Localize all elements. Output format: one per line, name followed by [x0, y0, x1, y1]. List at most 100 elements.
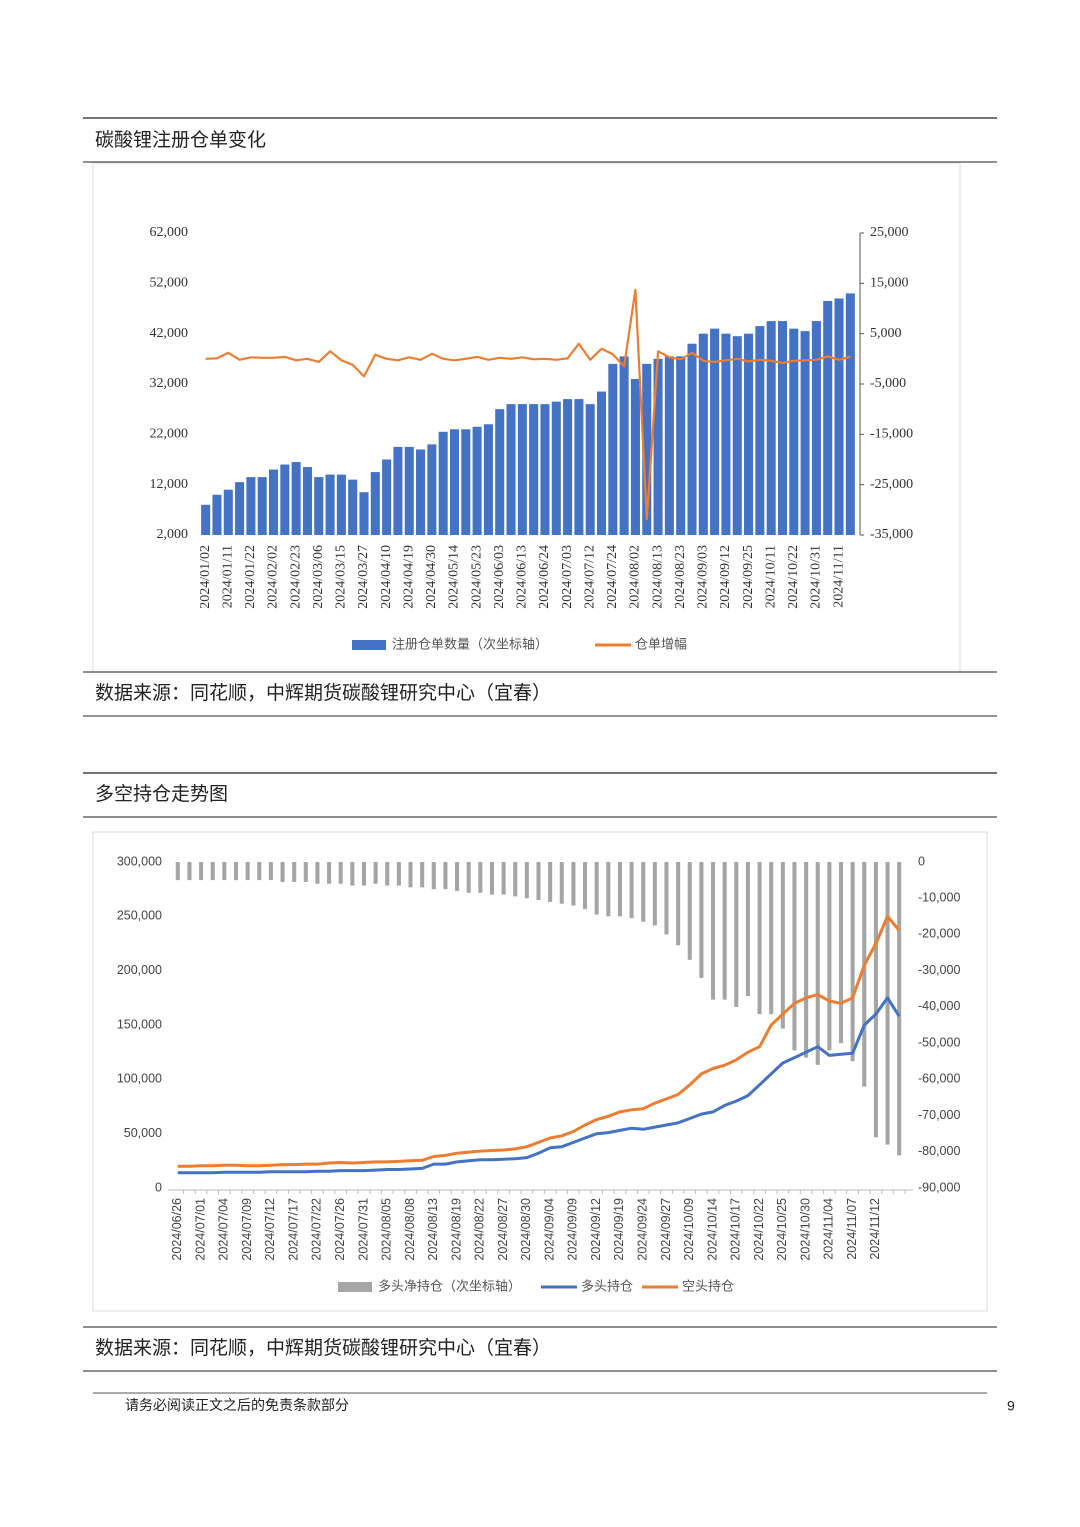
y2-tick-label: 15,000 [870, 276, 909, 291]
bar [472, 426, 482, 535]
bar [408, 862, 413, 888]
bar [393, 446, 403, 535]
x-tick-label: 2024/09/09 [566, 1198, 580, 1261]
bar [732, 336, 742, 535]
bar [710, 862, 716, 1000]
x-tick-label: 2024/08/30 [519, 1198, 533, 1261]
y-tick-label: 250,000 [117, 909, 162, 923]
bar [268, 469, 279, 535]
bar [416, 449, 426, 535]
bar [359, 492, 369, 535]
bar [548, 862, 553, 902]
y-tick-label: 50,000 [124, 1126, 162, 1140]
x-tick-label: 2024/09/12 [718, 545, 733, 609]
bar [431, 862, 436, 890]
x-tick-label: 2024/11/07 [845, 1198, 859, 1260]
y-tick-label: 100,000 [117, 1072, 162, 1086]
x-tick-label: 2024/09/25 [741, 545, 756, 609]
x-tick-label: 2024/07/12 [263, 1198, 277, 1261]
bar [664, 356, 674, 535]
bar [885, 862, 890, 1145]
bar [757, 862, 762, 1015]
x-tick-label: 2024/05/14 [447, 545, 462, 609]
bar [629, 862, 634, 919]
bar [815, 862, 820, 1065]
bar [652, 862, 657, 926]
bar [268, 862, 273, 881]
x-tick-label: 2024/07/24 [605, 545, 620, 609]
x-tick-label: 2024/08/23 [673, 545, 688, 609]
bar [596, 391, 607, 535]
bar [698, 333, 708, 535]
bar [804, 862, 809, 1058]
y2-tick-label: 25,000 [870, 225, 909, 240]
bar [617, 862, 622, 917]
bar [350, 862, 355, 886]
bar [792, 862, 797, 1051]
bar [187, 862, 192, 881]
x-tick-label: 2024/10/09 [682, 1198, 696, 1261]
y-tick-label: 150,000 [117, 1017, 162, 1031]
x-tick-label: 2024/06/03 [492, 545, 507, 609]
x-tick-label: 2024/04/10 [379, 545, 394, 609]
x-tick-label: 2024/03/27 [356, 545, 371, 609]
bar [461, 429, 471, 535]
x-tick-label: 2024/06/26 [170, 1198, 184, 1261]
x-tick-label: 2024/04/30 [424, 545, 439, 609]
bar [664, 862, 669, 935]
bar [845, 293, 855, 535]
bar [315, 862, 320, 884]
y-tick-label: 200,000 [117, 963, 162, 977]
bar [594, 862, 599, 915]
bar [233, 862, 239, 881]
bar [630, 378, 640, 535]
bar [501, 862, 506, 895]
x-tick-label: 2024/10/17 [729, 1198, 743, 1261]
source: 数据来源：同花顺，中辉期货碳酸锂研究中心（宜春） [95, 682, 551, 704]
bar [483, 424, 493, 535]
bar [291, 462, 301, 535]
bar [404, 446, 414, 535]
bar [862, 862, 867, 1087]
x-tick-label: 2024/08/27 [496, 1198, 510, 1261]
legend-label: 多头净持仓（次坐标轴） [378, 1279, 521, 1295]
bar [175, 862, 180, 881]
bar [517, 404, 527, 535]
bar [438, 431, 448, 535]
section-title: 多空持仓走势图 [95, 783, 228, 805]
bar [280, 464, 290, 535]
bar [676, 862, 681, 946]
x-tick-label: 2024/09/19 [612, 1198, 626, 1261]
bar [427, 444, 437, 535]
x-tick-label: 2024/08/22 [473, 1198, 487, 1261]
x-tick-label: 2024/08/19 [449, 1198, 463, 1261]
y2-tick-label: -80,000 [918, 1144, 960, 1158]
x-tick-label: 2024/10/22 [786, 545, 801, 609]
bar [325, 474, 335, 535]
bar [755, 326, 765, 535]
x-tick-label: 2024/10/14 [705, 1198, 719, 1261]
x-tick-label: 2024/11/12 [868, 1198, 882, 1260]
legend-label: 仓单增幅 [635, 638, 687, 653]
y2-tick-label: -40,000 [918, 999, 960, 1013]
bar [873, 862, 878, 1138]
bar [314, 477, 324, 535]
bar [687, 862, 692, 960]
bar [641, 862, 646, 922]
legend-swatch [338, 1282, 372, 1292]
bar [396, 862, 401, 886]
y2-tick-label: -90,000 [918, 1180, 960, 1194]
bar [789, 328, 799, 535]
legend-label: 空头持仓 [682, 1280, 734, 1295]
chart-frame [92, 831, 988, 1312]
bar [619, 356, 629, 535]
bar [642, 363, 652, 535]
bar [897, 862, 902, 1156]
y-tick-label: 52,000 [150, 276, 189, 291]
bar [292, 862, 297, 882]
bar [210, 862, 215, 881]
y-tick-label: 12,000 [150, 477, 189, 492]
x-tick-label: 2024/07/09 [240, 1198, 254, 1261]
x-tick-label: 2024/07/04 [217, 1198, 231, 1261]
